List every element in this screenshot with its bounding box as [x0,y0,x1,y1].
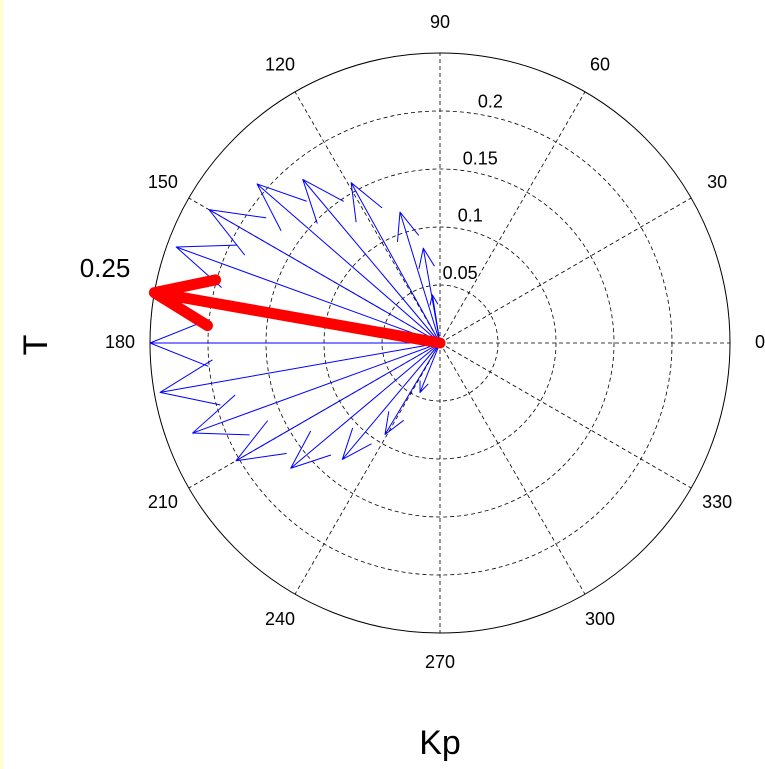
arrow [192,342,441,436]
r-tick-label: 0.2 [478,91,503,111]
theta-tick-label: 240 [265,609,295,629]
theta-tick-label: 30 [707,172,727,192]
arrow [397,211,441,344]
theta-tick-label: 60 [590,55,610,75]
theta-tick-label: 90 [430,12,450,32]
arrow [302,178,441,344]
theta-tick-label: 180 [105,332,135,352]
grid-spoke [439,342,586,595]
theta-tick-label: 120 [265,55,295,75]
theta-tick-label: 300 [585,609,615,629]
arrow [208,209,441,344]
grid-spoke [439,91,586,344]
arrow [384,342,441,435]
r-tick-label: 0.1 [458,206,483,226]
theta-tick-label: 270 [425,652,455,672]
arrow [159,342,441,406]
grid-spoke [439,197,692,344]
grid-spoke [188,342,441,489]
theta-tick-label: 330 [702,492,732,512]
annotation: 0.25 [80,253,131,283]
frame-edge [0,0,3,769]
arrow [149,319,441,367]
y-axis-label: T [17,335,55,356]
arrow [148,274,446,349]
r-tick-label: 0.05 [443,263,478,283]
theta-tick-label: 210 [148,492,178,512]
arrow [235,342,441,462]
grid-spoke [439,342,692,489]
grid-spoke [294,91,441,344]
arrow [418,247,441,344]
grid-spoke [294,342,441,595]
arrow [290,342,441,469]
arrow [256,183,441,344]
arrow [419,342,441,393]
arrow [341,342,441,460]
x-axis-label: Kp [419,724,461,762]
r-tick-label: 0.15 [463,149,498,169]
theta-tick-label: 0 [755,332,765,352]
arrow [175,244,441,344]
theta-tick-label: 150 [148,172,178,192]
arrow [350,182,441,344]
